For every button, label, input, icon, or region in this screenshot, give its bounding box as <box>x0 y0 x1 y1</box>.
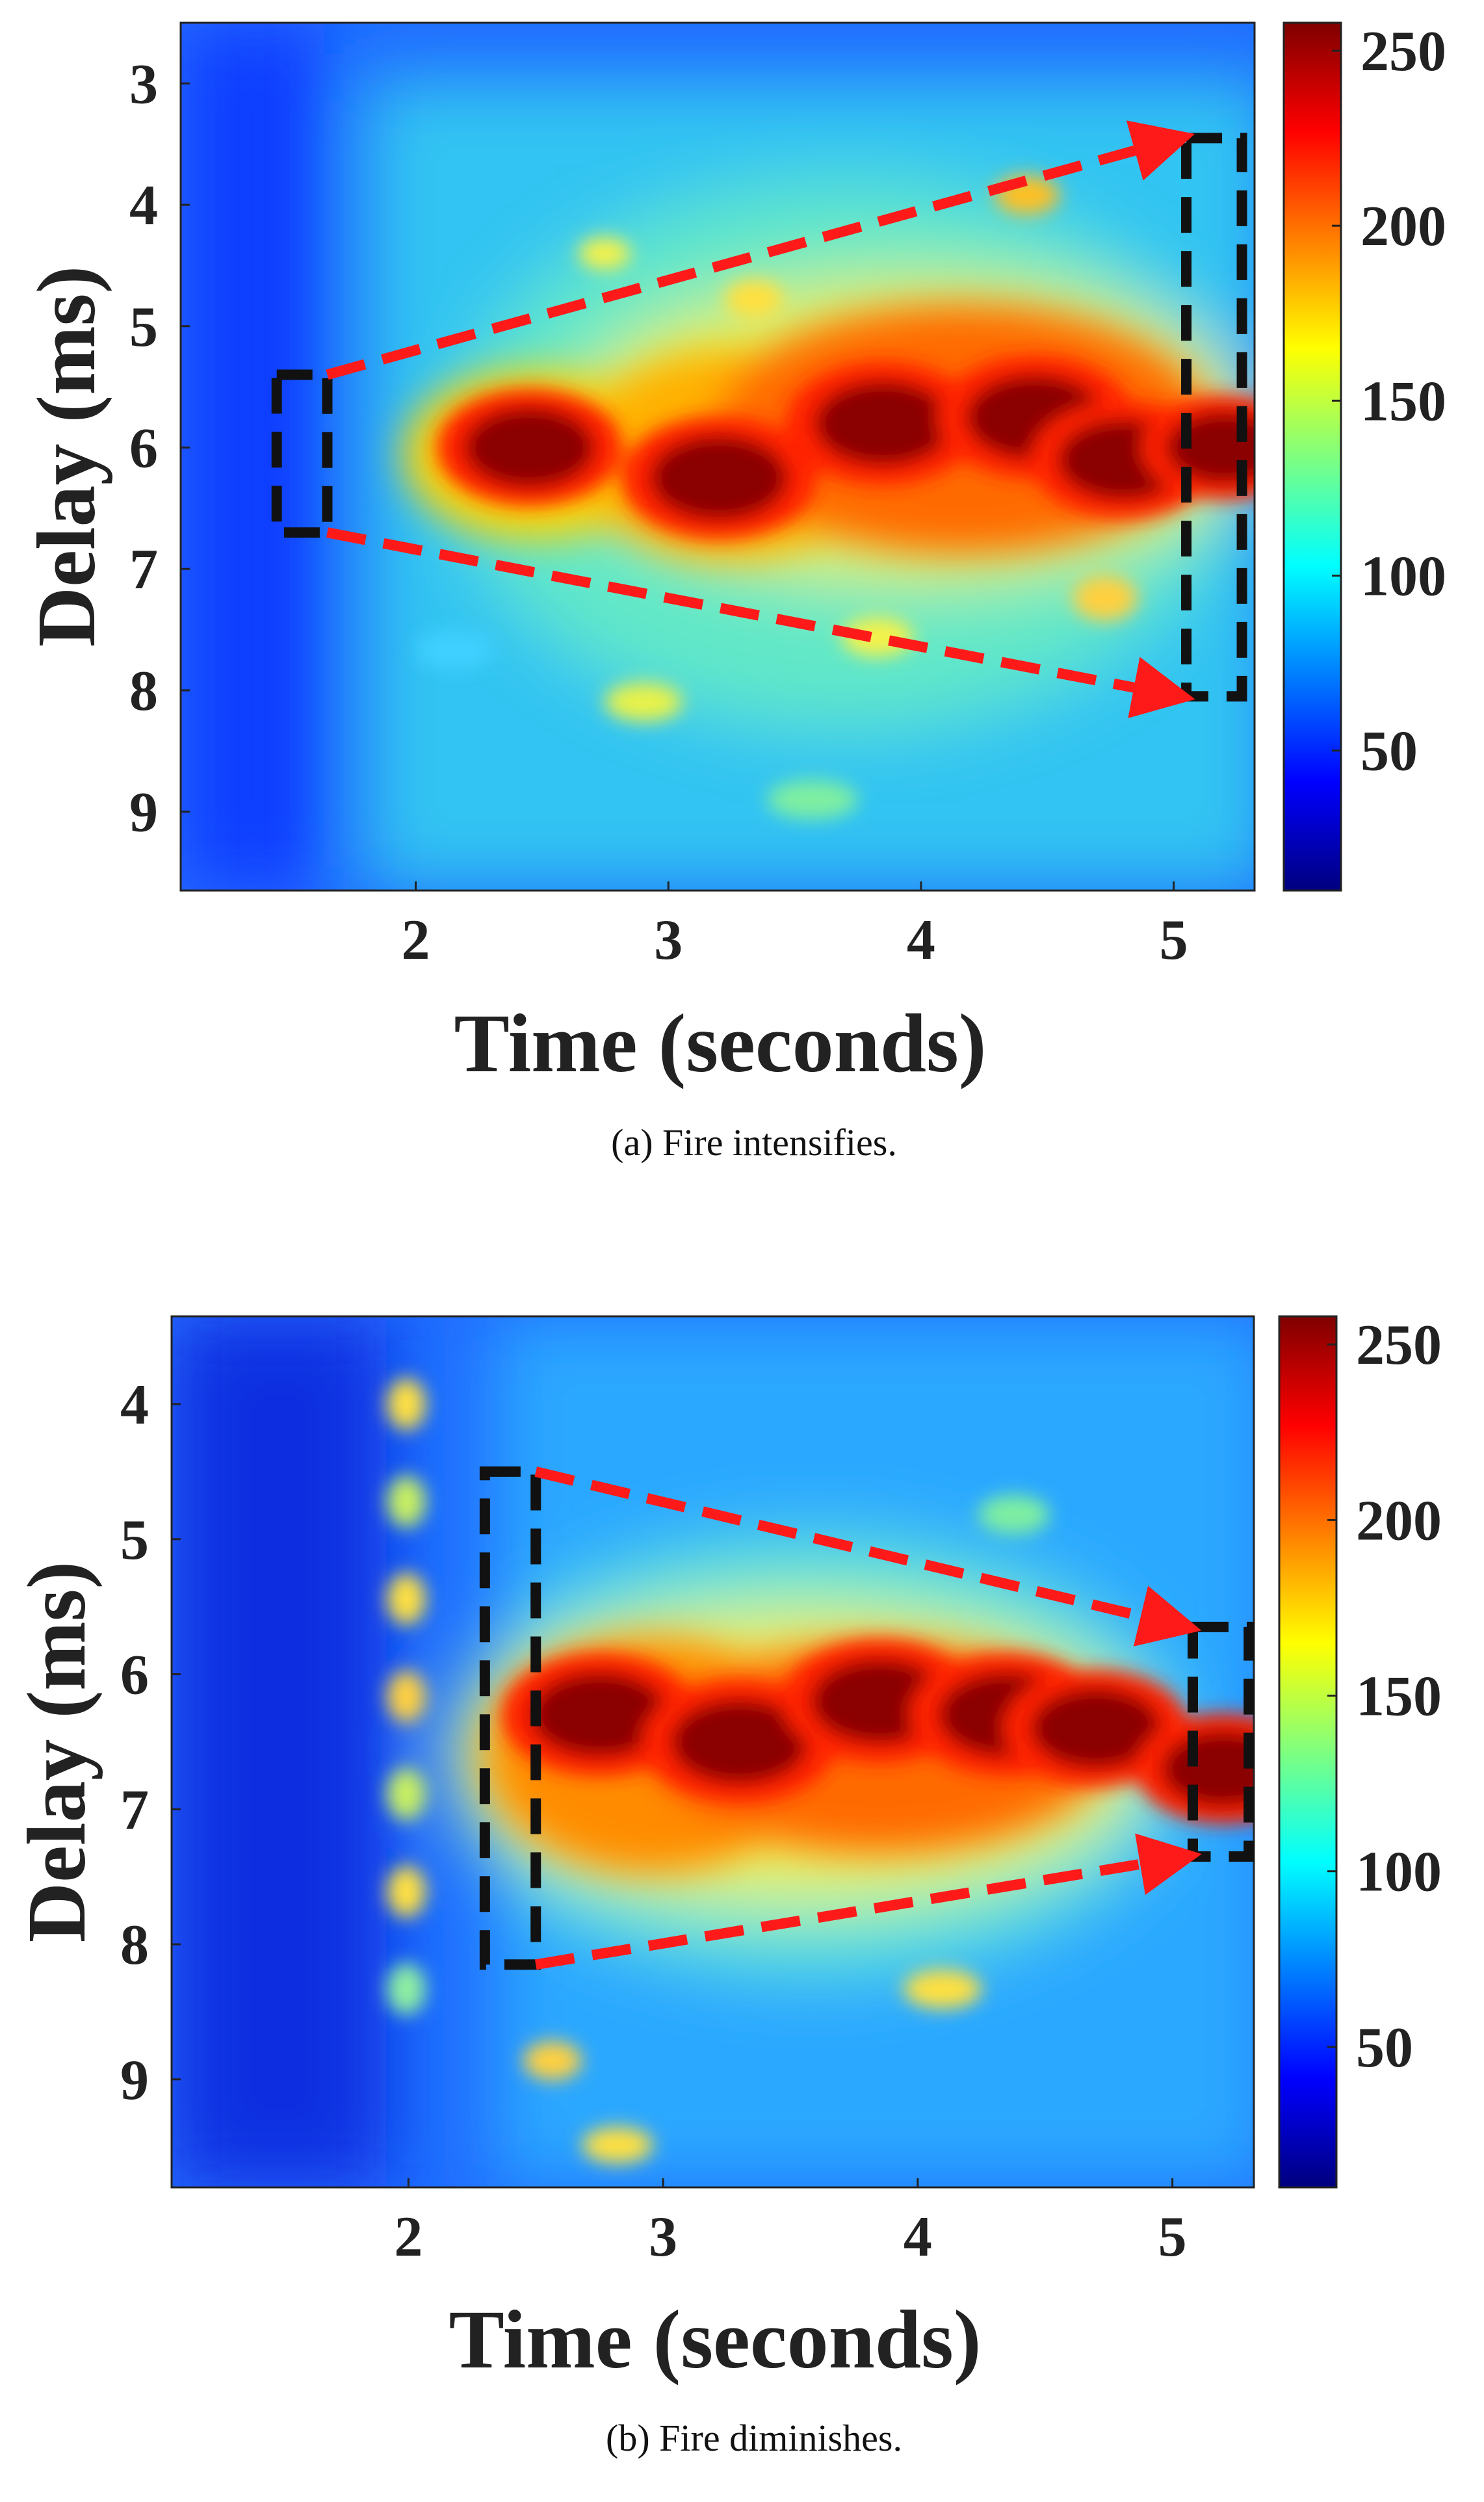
hot-region-a-1-core <box>650 436 787 521</box>
hot-region-b-4-core <box>1031 1688 1161 1769</box>
heatmap-a-hot-spots <box>436 355 1255 540</box>
x-tick-label-b-3: 3 <box>649 2206 677 2269</box>
x-tick-label-b-4: 4 <box>904 2206 932 2269</box>
x-axis-label-a: Time (seconds) <box>454 997 987 1089</box>
hot-region-a-0-core <box>464 407 595 488</box>
annotations-a <box>271 120 1247 718</box>
x-tick-label-a-2: 2 <box>401 909 430 972</box>
end-box-a <box>1181 133 1247 702</box>
y-tick-label-b-8: 8 <box>120 1914 149 1977</box>
y-tick-label-a-8: 8 <box>129 660 158 723</box>
trend-arrow-a-0 <box>326 120 1195 380</box>
x-ticks-a: 2 3 4 5 <box>401 881 1188 972</box>
colorbar-tick-label-b-150: 150 <box>1356 1665 1442 1728</box>
trend-arrow-b-1 <box>534 1833 1202 1970</box>
hot-region-b-1-core <box>671 1699 808 1784</box>
colorbar-tick-label-a-50: 50 <box>1360 720 1418 783</box>
y-tick-label-b-7: 7 <box>120 1779 149 1842</box>
y-tick-label-b-9: 9 <box>120 2049 149 2112</box>
y-tick-label-a-4: 4 <box>129 174 158 237</box>
heatmap-b-hot-spots <box>502 1639 1254 1825</box>
heatmap-b-texture <box>387 1378 1050 2163</box>
hot-region-b-0-core <box>531 1672 668 1757</box>
start-box-b <box>479 1466 541 1970</box>
y-ticks-b: 4 5 6 7 8 9 <box>120 1374 181 2112</box>
colorbar-tick-label-a-100: 100 <box>1360 545 1446 608</box>
x-ticks-b: 2 3 4 5 <box>394 2178 1187 2269</box>
y-tick-label-a-3: 3 <box>129 53 158 116</box>
hot-region-a-2-core <box>814 381 952 466</box>
colorbar-a <box>1282 21 1342 892</box>
chart-b: 2 3 4 5 4 5 6 7 8 9 Time (seconds) Delay (ms) 50… <box>10 1314 1442 2459</box>
colorbar-b <box>1278 1315 1338 2189</box>
trend-arrow-a-1 <box>326 527 1195 718</box>
y-axis-label-b: Delay (ms) <box>10 1561 103 1943</box>
hot-region-b-5-core <box>1162 1730 1254 1807</box>
x-tick-label-b-5: 5 <box>1158 2206 1187 2269</box>
y-tick-label-b-6: 6 <box>120 1644 149 1707</box>
y-tick-label-b-4: 4 <box>120 1374 149 1437</box>
end-box-b <box>1187 1621 1255 1862</box>
colorbar-tick-label-b-200: 200 <box>1356 1489 1442 1552</box>
colorbar-ticks-b: 50 100 150 200 250 <box>1327 1314 1442 2079</box>
x-tick-label-b-2: 2 <box>394 2206 423 2269</box>
colorbar-ticks-a: 50 100 150 200 250 <box>1332 20 1446 783</box>
plot-frame-a <box>179 21 1256 892</box>
y-tick-label-b-5: 5 <box>120 1509 149 1572</box>
chart-a: 2 3 4 5 3 4 5 6 7 8 9 Time (seconds) Delay (ms) 5… <box>20 20 1446 1164</box>
y-tick-label-a-5: 5 <box>129 296 158 359</box>
y-tick-label-a-9: 9 <box>129 781 158 844</box>
colorbar-tick-label-a-250: 250 <box>1360 20 1446 83</box>
x-tick-label-a-5: 5 <box>1160 909 1188 972</box>
heatmap-b <box>172 1316 1254 2187</box>
x-tick-label-a-4: 4 <box>907 909 935 972</box>
colorbar-tick-label-a-200: 200 <box>1360 195 1446 258</box>
start-box-a <box>271 369 333 538</box>
annotations-b <box>479 1466 1255 1970</box>
colorbar-tick-label-b-50: 50 <box>1356 2016 1413 2079</box>
x-axis-label-b: Time (seconds) <box>449 2293 982 2386</box>
heatmap-a-texture <box>416 176 1138 819</box>
x-tick-label-a-3: 3 <box>654 909 683 972</box>
y-axis-label-a: Delay (ms) <box>20 266 112 647</box>
caption-a: (a) Fire intensifies. <box>611 1121 897 1164</box>
colorbar-tick-label-a-150: 150 <box>1360 370 1446 433</box>
colorbar-tick-label-b-100: 100 <box>1356 1841 1442 1904</box>
y-tick-label-a-7: 7 <box>129 538 158 601</box>
colorbar-tick-label-b-250: 250 <box>1356 1314 1442 1377</box>
y-tick-label-a-6: 6 <box>129 417 158 480</box>
caption-b: (b) Fire diminishes. <box>606 2417 902 2459</box>
heatmap-a <box>181 23 1255 891</box>
y-ticks-a: 3 4 5 6 7 8 9 <box>129 53 190 844</box>
